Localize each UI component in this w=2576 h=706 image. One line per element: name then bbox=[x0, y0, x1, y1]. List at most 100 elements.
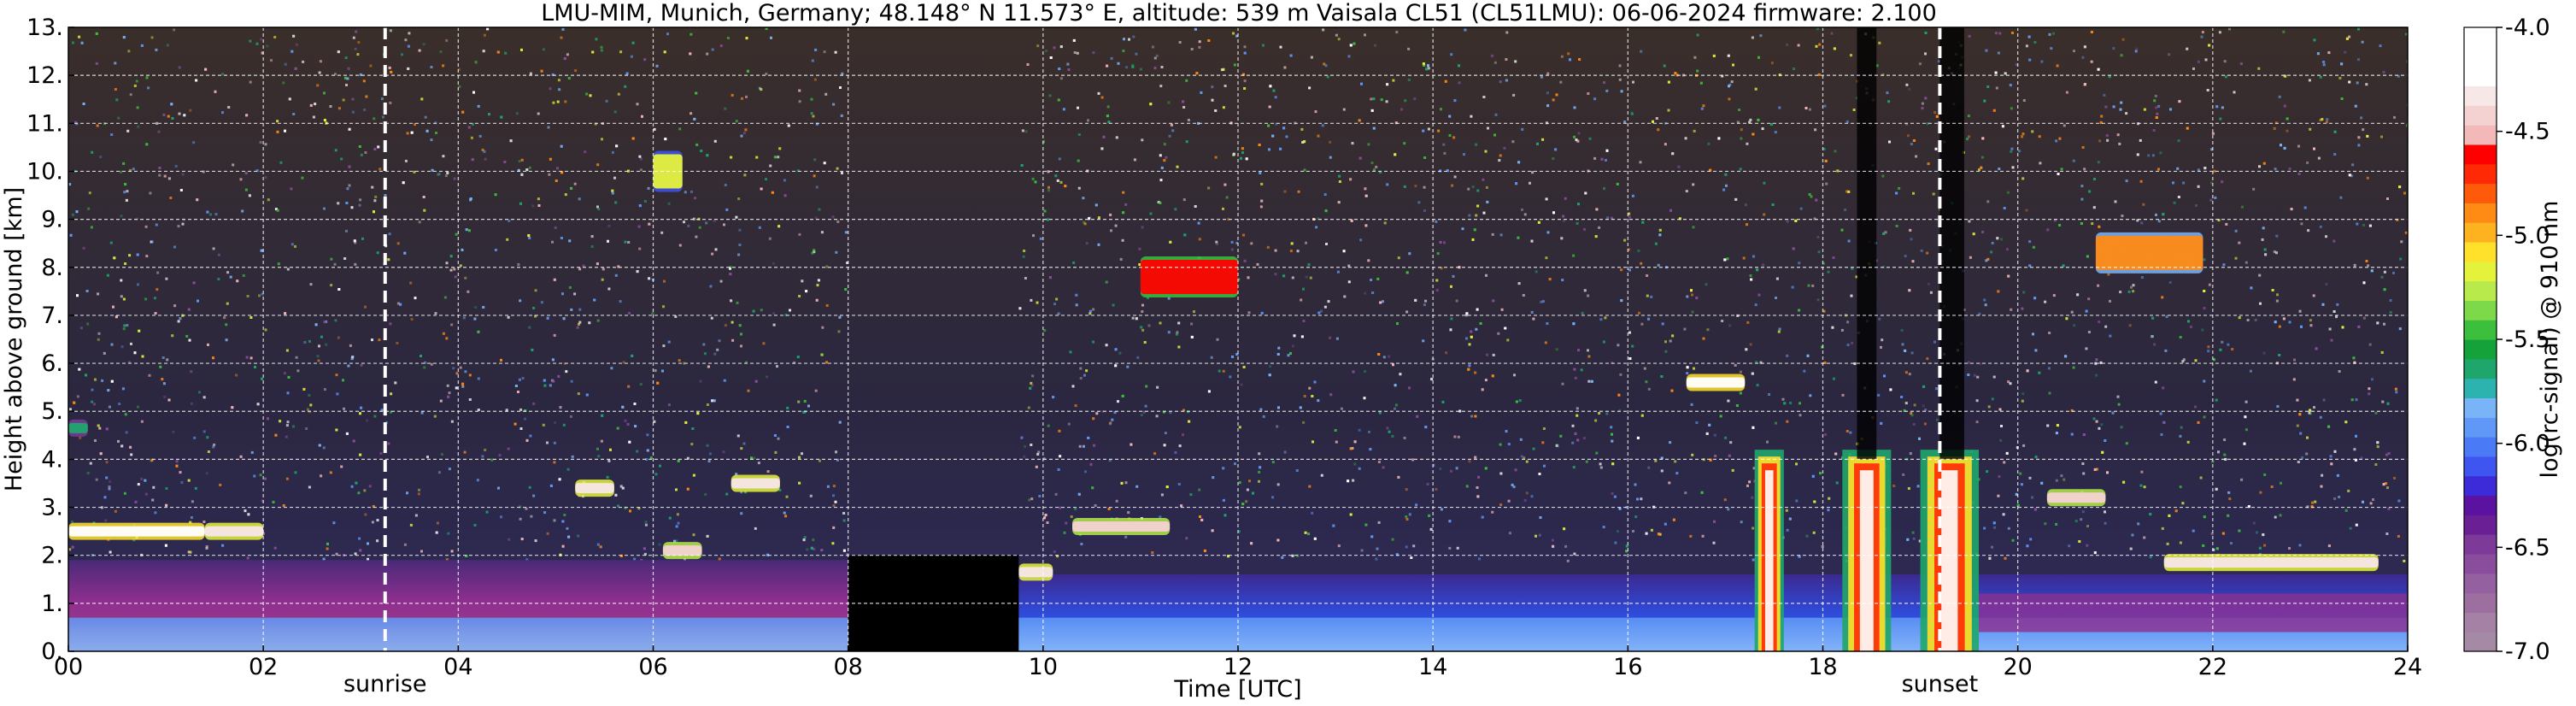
noise-speck bbox=[2044, 300, 2047, 303]
noise-speck bbox=[2192, 67, 2195, 70]
noise-speck bbox=[478, 134, 482, 138]
noise-speck bbox=[639, 383, 643, 386]
noise-speck bbox=[1156, 385, 1159, 389]
noise-speck bbox=[2007, 527, 2010, 530]
noise-speck bbox=[1632, 530, 1634, 532]
noise-speck bbox=[1657, 128, 1660, 132]
noise-speck bbox=[1042, 457, 1046, 461]
colorbar-segment bbox=[2464, 339, 2497, 360]
noise-speck bbox=[109, 480, 112, 484]
noise-speck bbox=[1382, 466, 1385, 469]
noise-speck bbox=[2376, 445, 2379, 449]
noise-speck bbox=[1470, 330, 1473, 333]
noise-speck bbox=[1507, 499, 1511, 503]
noise-speck bbox=[2288, 547, 2291, 550]
noise-speck bbox=[2215, 487, 2218, 491]
noise-speck bbox=[282, 81, 285, 85]
y-tick-label: 12. bbox=[26, 62, 63, 89]
noise-speck bbox=[2238, 316, 2241, 320]
noise-speck bbox=[774, 450, 777, 454]
noise-speck bbox=[2238, 316, 2241, 320]
noise-speck bbox=[1613, 495, 1617, 498]
noise-speck bbox=[2097, 284, 2100, 287]
noise-speck bbox=[1268, 374, 1271, 377]
noise-speck bbox=[744, 128, 748, 132]
noise-speck bbox=[1138, 247, 1141, 250]
noise-speck bbox=[1083, 374, 1086, 377]
noise-speck bbox=[403, 251, 407, 255]
noise-speck bbox=[1295, 469, 1299, 472]
noise-speck bbox=[1630, 111, 1634, 115]
noise-speck bbox=[534, 289, 537, 292]
noise-speck bbox=[173, 304, 177, 308]
noise-speck bbox=[1935, 387, 1938, 391]
noise-speck bbox=[633, 403, 637, 405]
noise-speck bbox=[76, 395, 79, 398]
noise-speck bbox=[158, 167, 161, 169]
noise-speck bbox=[1241, 151, 1244, 155]
noise-speck bbox=[133, 351, 137, 355]
noise-speck bbox=[1405, 515, 1408, 519]
noise-speck bbox=[812, 538, 815, 542]
noise-speck bbox=[1087, 119, 1089, 122]
noise-speck bbox=[1692, 226, 1695, 229]
noise-speck bbox=[1110, 229, 1112, 232]
noise-speck bbox=[762, 342, 766, 345]
noise-speck bbox=[600, 45, 603, 49]
noise-speck bbox=[1901, 343, 1904, 346]
noise-speck bbox=[410, 131, 414, 134]
noise-speck bbox=[1719, 415, 1722, 418]
noise-speck bbox=[118, 403, 121, 405]
noise-speck bbox=[2056, 64, 2059, 68]
noise-speck bbox=[640, 168, 643, 172]
noise-speck bbox=[757, 462, 760, 465]
noise-speck bbox=[2369, 502, 2373, 505]
noise-speck bbox=[1451, 184, 1454, 187]
noise-speck bbox=[190, 516, 193, 519]
noise-speck bbox=[1628, 331, 1631, 334]
noise-speck bbox=[2120, 426, 2123, 429]
noise-speck bbox=[485, 510, 489, 514]
noise-speck bbox=[1593, 156, 1597, 160]
noise-speck bbox=[1272, 89, 1276, 92]
noise-speck bbox=[706, 534, 709, 538]
noise-speck bbox=[1911, 531, 1915, 534]
noise-speck bbox=[2282, 317, 2286, 321]
noise-speck bbox=[2219, 348, 2222, 351]
noise-speck bbox=[549, 157, 552, 161]
noise-speck bbox=[1235, 34, 1239, 38]
noise-speck bbox=[766, 375, 768, 379]
noise-speck bbox=[308, 339, 311, 343]
noise-speck bbox=[2275, 251, 2278, 255]
noise-speck bbox=[2345, 37, 2349, 40]
noise-speck bbox=[559, 406, 562, 409]
noise-speck bbox=[1444, 79, 1447, 83]
noise-speck bbox=[1092, 51, 1095, 55]
noise-speck bbox=[207, 450, 210, 453]
noise-speck bbox=[1260, 182, 1264, 185]
noise-speck bbox=[1541, 300, 1545, 303]
noise-speck bbox=[651, 312, 654, 315]
noise-speck bbox=[1141, 328, 1145, 332]
noise-speck bbox=[1757, 293, 1761, 297]
noise-speck bbox=[1109, 421, 1112, 425]
noise-speck bbox=[209, 213, 212, 216]
noise-speck bbox=[2074, 520, 2078, 523]
noise-speck bbox=[1702, 104, 1705, 108]
noise-speck bbox=[1267, 124, 1270, 127]
noise-speck bbox=[1878, 317, 1881, 321]
noise-speck bbox=[2046, 424, 2050, 427]
noise-speck bbox=[1505, 58, 1508, 61]
noise-speck bbox=[471, 122, 474, 126]
noise-speck bbox=[337, 107, 341, 110]
noise-speck bbox=[684, 557, 686, 561]
noise-speck bbox=[114, 88, 117, 91]
noise-speck bbox=[1517, 161, 1521, 164]
noise-speck bbox=[1026, 63, 1030, 66]
noise-speck bbox=[796, 169, 800, 173]
noise-speck bbox=[1546, 91, 1549, 95]
noise-speck bbox=[1302, 320, 1306, 322]
noise-speck bbox=[1043, 516, 1046, 520]
noise-speck bbox=[2374, 411, 2378, 415]
noise-speck bbox=[796, 169, 800, 173]
